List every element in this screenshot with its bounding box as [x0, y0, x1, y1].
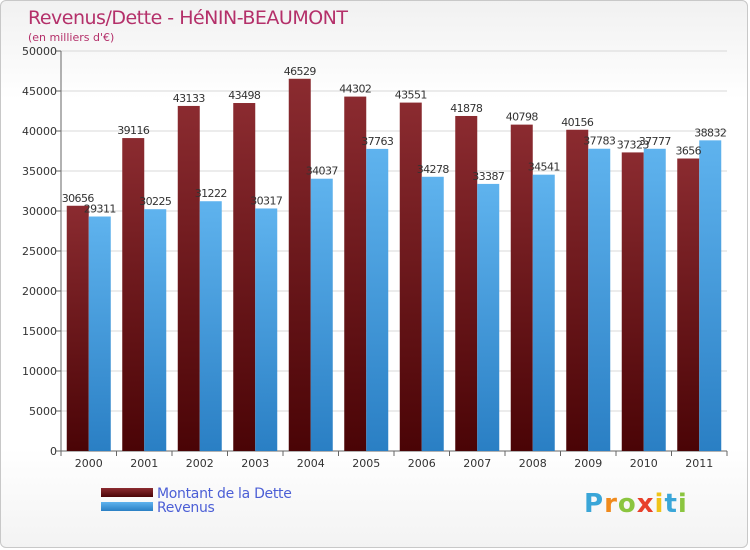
data-label-dette: 46529: [284, 65, 317, 78]
x-tick-label: 2009: [574, 457, 602, 470]
legend-swatch-dette: [101, 488, 153, 497]
data-label-revenus: 34037: [306, 165, 339, 178]
logo-letter: r: [604, 489, 618, 519]
x-tick-label: 2007: [463, 457, 491, 470]
y-tick-label: 30000: [22, 205, 57, 218]
data-label-revenus: 29311: [84, 203, 116, 216]
data-label-revenus: 34541: [528, 161, 560, 174]
chart-title: Revenus/Dette - HéNIN-BEAUMONT: [28, 7, 348, 29]
bar-dette: [621, 152, 644, 451]
bar-dette: [677, 158, 700, 451]
bar-revenus: [643, 148, 666, 451]
bars: [66, 78, 722, 452]
bar-dette: [177, 105, 200, 451]
logo-letter: x: [636, 489, 655, 519]
bar-dette: [566, 129, 589, 451]
bar-revenus: [88, 216, 111, 451]
data-label-revenus: 38832: [694, 126, 726, 139]
data-label-dette: 41878: [450, 102, 483, 115]
logo-letter: i: [677, 489, 688, 519]
data-label-dette: 43133: [173, 92, 206, 105]
data-label-revenus: 33387: [472, 170, 505, 183]
bar-dette: [288, 78, 311, 451]
chart-subtitle: (en milliers d'€): [28, 31, 115, 44]
x-tick-label: 2010: [630, 457, 658, 470]
data-label-dette: 43498: [228, 89, 261, 102]
bar-dette: [66, 205, 89, 451]
y-tick-label: 10000: [22, 365, 57, 378]
bar-dette: [122, 138, 145, 451]
bar-dette: [233, 103, 256, 452]
legend-label-dette: Montant de la Dette: [157, 486, 292, 502]
x-tick-label: 2001: [130, 457, 158, 470]
bar-revenus: [255, 208, 278, 451]
y-tick-label: 20000: [22, 285, 57, 298]
y-tick-label: 25000: [22, 245, 57, 258]
data-label-dette: 40798: [506, 111, 539, 124]
x-tick-label: 2003: [241, 457, 269, 470]
logo-letter: t: [664, 489, 678, 519]
x-tick-label: 2000: [75, 457, 103, 470]
bar-revenus: [366, 148, 389, 451]
y-tick-label: 50000: [22, 45, 57, 58]
grid-lines: [61, 50, 727, 452]
bar-dette: [344, 96, 367, 452]
proxiti-logo: Proxiti: [584, 489, 688, 519]
x-tick-label: 2002: [186, 457, 214, 470]
bar-revenus: [477, 183, 500, 452]
legend-label-revenus: Revenus: [157, 500, 215, 516]
y-tick-label: 40000: [22, 125, 57, 138]
data-label-revenus: 30225: [139, 195, 172, 208]
y-tick-label: 5000: [29, 405, 57, 418]
data-label-revenus: 37763: [361, 135, 394, 148]
x-tick-label: 2005: [352, 457, 380, 470]
data-label-revenus: 37777: [639, 135, 672, 148]
bar-revenus: [310, 178, 333, 452]
logo-letter: o: [617, 489, 637, 519]
bar-revenus: [144, 209, 167, 451]
bar-revenus: [588, 148, 611, 451]
y-tick-label: 0: [50, 445, 57, 458]
data-label-dette: 30656: [62, 192, 95, 205]
x-tick-label: 2011: [685, 457, 713, 470]
data-label-dette: 3656: [675, 145, 701, 158]
data-label-revenus: 37783: [583, 135, 616, 148]
data-label-dette: 44302: [339, 83, 371, 96]
bar-dette: [455, 115, 478, 451]
bar-revenus: [699, 140, 722, 451]
y-tick-label: 15000: [22, 325, 57, 338]
data-label-revenus: 34278: [417, 163, 450, 176]
axes: 0 5000 10000 15000 20000 25000 30000 35000 40000…: [22, 45, 728, 470]
legend-swatch-revenus: [101, 502, 153, 511]
data-label-dette: 40156: [561, 116, 594, 129]
bar-dette: [399, 102, 422, 451]
y-tick-label: 45000: [22, 85, 57, 98]
x-tick-label: 2004: [297, 457, 325, 470]
data-label-dette: 39116: [117, 124, 150, 137]
logo-letter: i: [654, 489, 665, 519]
logo-letter: P: [584, 489, 605, 519]
data-label-revenus: 31222: [195, 187, 227, 200]
data-label-dette: 37323: [617, 138, 650, 151]
y-tick-label: 35000: [22, 165, 57, 178]
bar-dette: [510, 124, 533, 451]
data-label-revenus: 30317: [250, 194, 283, 207]
x-tick-label: 2006: [408, 457, 436, 470]
bar-revenus: [532, 174, 555, 451]
bar-revenus: [421, 176, 444, 451]
bar-revenus: [199, 201, 222, 451]
x-tick-label: 2008: [519, 457, 547, 470]
data-label-dette: 43551: [395, 89, 427, 102]
